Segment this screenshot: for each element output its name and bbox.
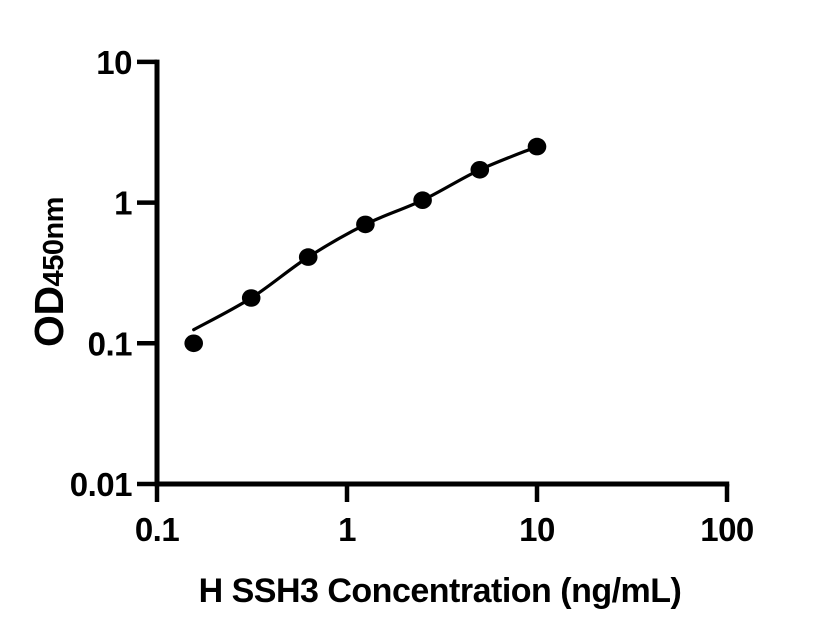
y-tick-label: 0.1 xyxy=(88,325,133,362)
x-tick-label: 100 xyxy=(700,511,754,548)
data-point xyxy=(470,161,490,179)
y-tick-label: 0.01 xyxy=(70,466,132,503)
y-axis-title: OD450nm xyxy=(26,197,72,347)
x-axis-title: H SSH3 Concentration (ng/mL) xyxy=(199,572,682,610)
y-tick-label: 1 xyxy=(114,185,132,222)
x-tick-label: 10 xyxy=(519,511,555,548)
y-axis-title-subscript: 450nm xyxy=(38,197,70,286)
y-tick-label: 10 xyxy=(96,44,132,81)
data-point xyxy=(413,191,432,209)
data-point xyxy=(356,215,375,234)
data-points xyxy=(184,137,547,353)
y-axis-title-main: OD xyxy=(26,286,72,347)
data-point xyxy=(298,248,318,266)
data-point xyxy=(241,289,261,307)
x-tick-label: 1 xyxy=(338,511,356,548)
axes xyxy=(154,59,730,487)
x-tick-label: 0.1 xyxy=(135,511,180,548)
data-point xyxy=(184,334,203,353)
data-point xyxy=(527,137,547,156)
